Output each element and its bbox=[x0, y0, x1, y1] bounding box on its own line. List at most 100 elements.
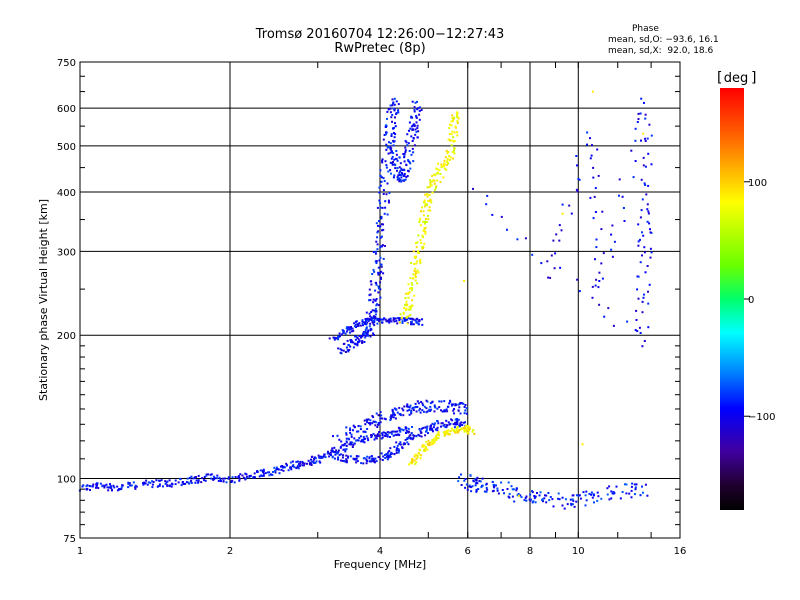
data-point bbox=[503, 492, 505, 495]
data-point bbox=[372, 268, 375, 271]
data-point bbox=[424, 426, 427, 429]
data-point bbox=[378, 186, 381, 189]
data-point bbox=[402, 443, 405, 446]
data-point bbox=[334, 337, 337, 340]
data-point bbox=[262, 471, 265, 474]
data-point bbox=[323, 453, 326, 456]
data-point bbox=[406, 441, 409, 444]
data-point bbox=[359, 324, 362, 327]
data-point bbox=[381, 244, 384, 247]
data-point bbox=[595, 278, 598, 281]
data-point bbox=[446, 431, 449, 434]
data-point bbox=[649, 228, 651, 231]
y-tick-label: 750 bbox=[57, 58, 76, 69]
data-point bbox=[378, 423, 381, 426]
data-point bbox=[370, 319, 373, 322]
data-point bbox=[532, 500, 535, 503]
data-point bbox=[398, 178, 401, 181]
data-point bbox=[456, 134, 459, 137]
data-point bbox=[415, 318, 418, 321]
data-point bbox=[410, 458, 413, 461]
data-point bbox=[418, 118, 421, 121]
data-point bbox=[456, 423, 459, 426]
data-point bbox=[403, 179, 406, 181]
data-point bbox=[379, 281, 382, 284]
data-point bbox=[350, 433, 353, 436]
data-point bbox=[384, 418, 387, 421]
data-point bbox=[585, 490, 588, 493]
data-point bbox=[524, 237, 527, 240]
data-point bbox=[649, 231, 652, 234]
data-point bbox=[555, 233, 558, 236]
data-point bbox=[272, 471, 274, 473]
data-point bbox=[412, 323, 415, 326]
data-point bbox=[333, 457, 336, 460]
data-point bbox=[421, 427, 423, 430]
data-point bbox=[424, 220, 426, 223]
data-point bbox=[571, 503, 574, 506]
data-point bbox=[453, 131, 456, 134]
data-point bbox=[493, 483, 495, 486]
data-point bbox=[419, 239, 422, 242]
data-point bbox=[381, 417, 384, 420]
data-point bbox=[531, 501, 534, 504]
data-point bbox=[328, 452, 331, 455]
data-point bbox=[357, 439, 360, 442]
data-point bbox=[374, 289, 377, 292]
data-point bbox=[602, 252, 605, 255]
data-point bbox=[340, 453, 343, 456]
data-point bbox=[347, 328, 350, 331]
data-point bbox=[350, 330, 353, 333]
data-point bbox=[625, 483, 628, 486]
data-point bbox=[299, 462, 302, 465]
data-point bbox=[221, 477, 224, 480]
data-point bbox=[352, 329, 355, 332]
data-point bbox=[594, 187, 597, 190]
data-point bbox=[520, 496, 523, 499]
data-point bbox=[328, 337, 331, 340]
data-point bbox=[381, 158, 384, 161]
data-point bbox=[350, 435, 353, 438]
data-point bbox=[423, 199, 426, 202]
data-point bbox=[217, 480, 220, 482]
data-point bbox=[298, 463, 301, 465]
data-point bbox=[438, 169, 441, 172]
data-point bbox=[386, 431, 389, 434]
data-point bbox=[337, 347, 340, 350]
data-point bbox=[244, 472, 247, 475]
data-point bbox=[534, 501, 537, 504]
data-point bbox=[643, 340, 646, 342]
data-point bbox=[428, 206, 431, 209]
data-point bbox=[409, 127, 412, 130]
data-point bbox=[389, 431, 392, 434]
data-point bbox=[634, 486, 637, 489]
data-point bbox=[249, 474, 252, 477]
data-point bbox=[367, 319, 370, 322]
data-point bbox=[410, 317, 413, 320]
data-point bbox=[386, 433, 389, 436]
data-point bbox=[398, 156, 401, 159]
data-point bbox=[419, 260, 422, 263]
data-point bbox=[402, 312, 405, 315]
data-point bbox=[353, 437, 356, 440]
data-point bbox=[412, 151, 415, 154]
data-point bbox=[431, 401, 434, 404]
data-point bbox=[397, 103, 400, 106]
data-point bbox=[423, 205, 426, 208]
data-point bbox=[389, 169, 392, 172]
data-point bbox=[559, 266, 562, 269]
data-point bbox=[332, 336, 335, 339]
data-point bbox=[591, 144, 593, 147]
data-point bbox=[450, 133, 453, 136]
data-point bbox=[403, 160, 406, 163]
data-point bbox=[389, 142, 392, 145]
data-point bbox=[416, 405, 419, 408]
data-point bbox=[445, 408, 448, 411]
data-point bbox=[531, 490, 533, 493]
data-point bbox=[424, 226, 427, 229]
data-point bbox=[457, 409, 460, 412]
data-point bbox=[347, 326, 350, 329]
data-point bbox=[414, 267, 417, 270]
data-point bbox=[424, 232, 427, 235]
